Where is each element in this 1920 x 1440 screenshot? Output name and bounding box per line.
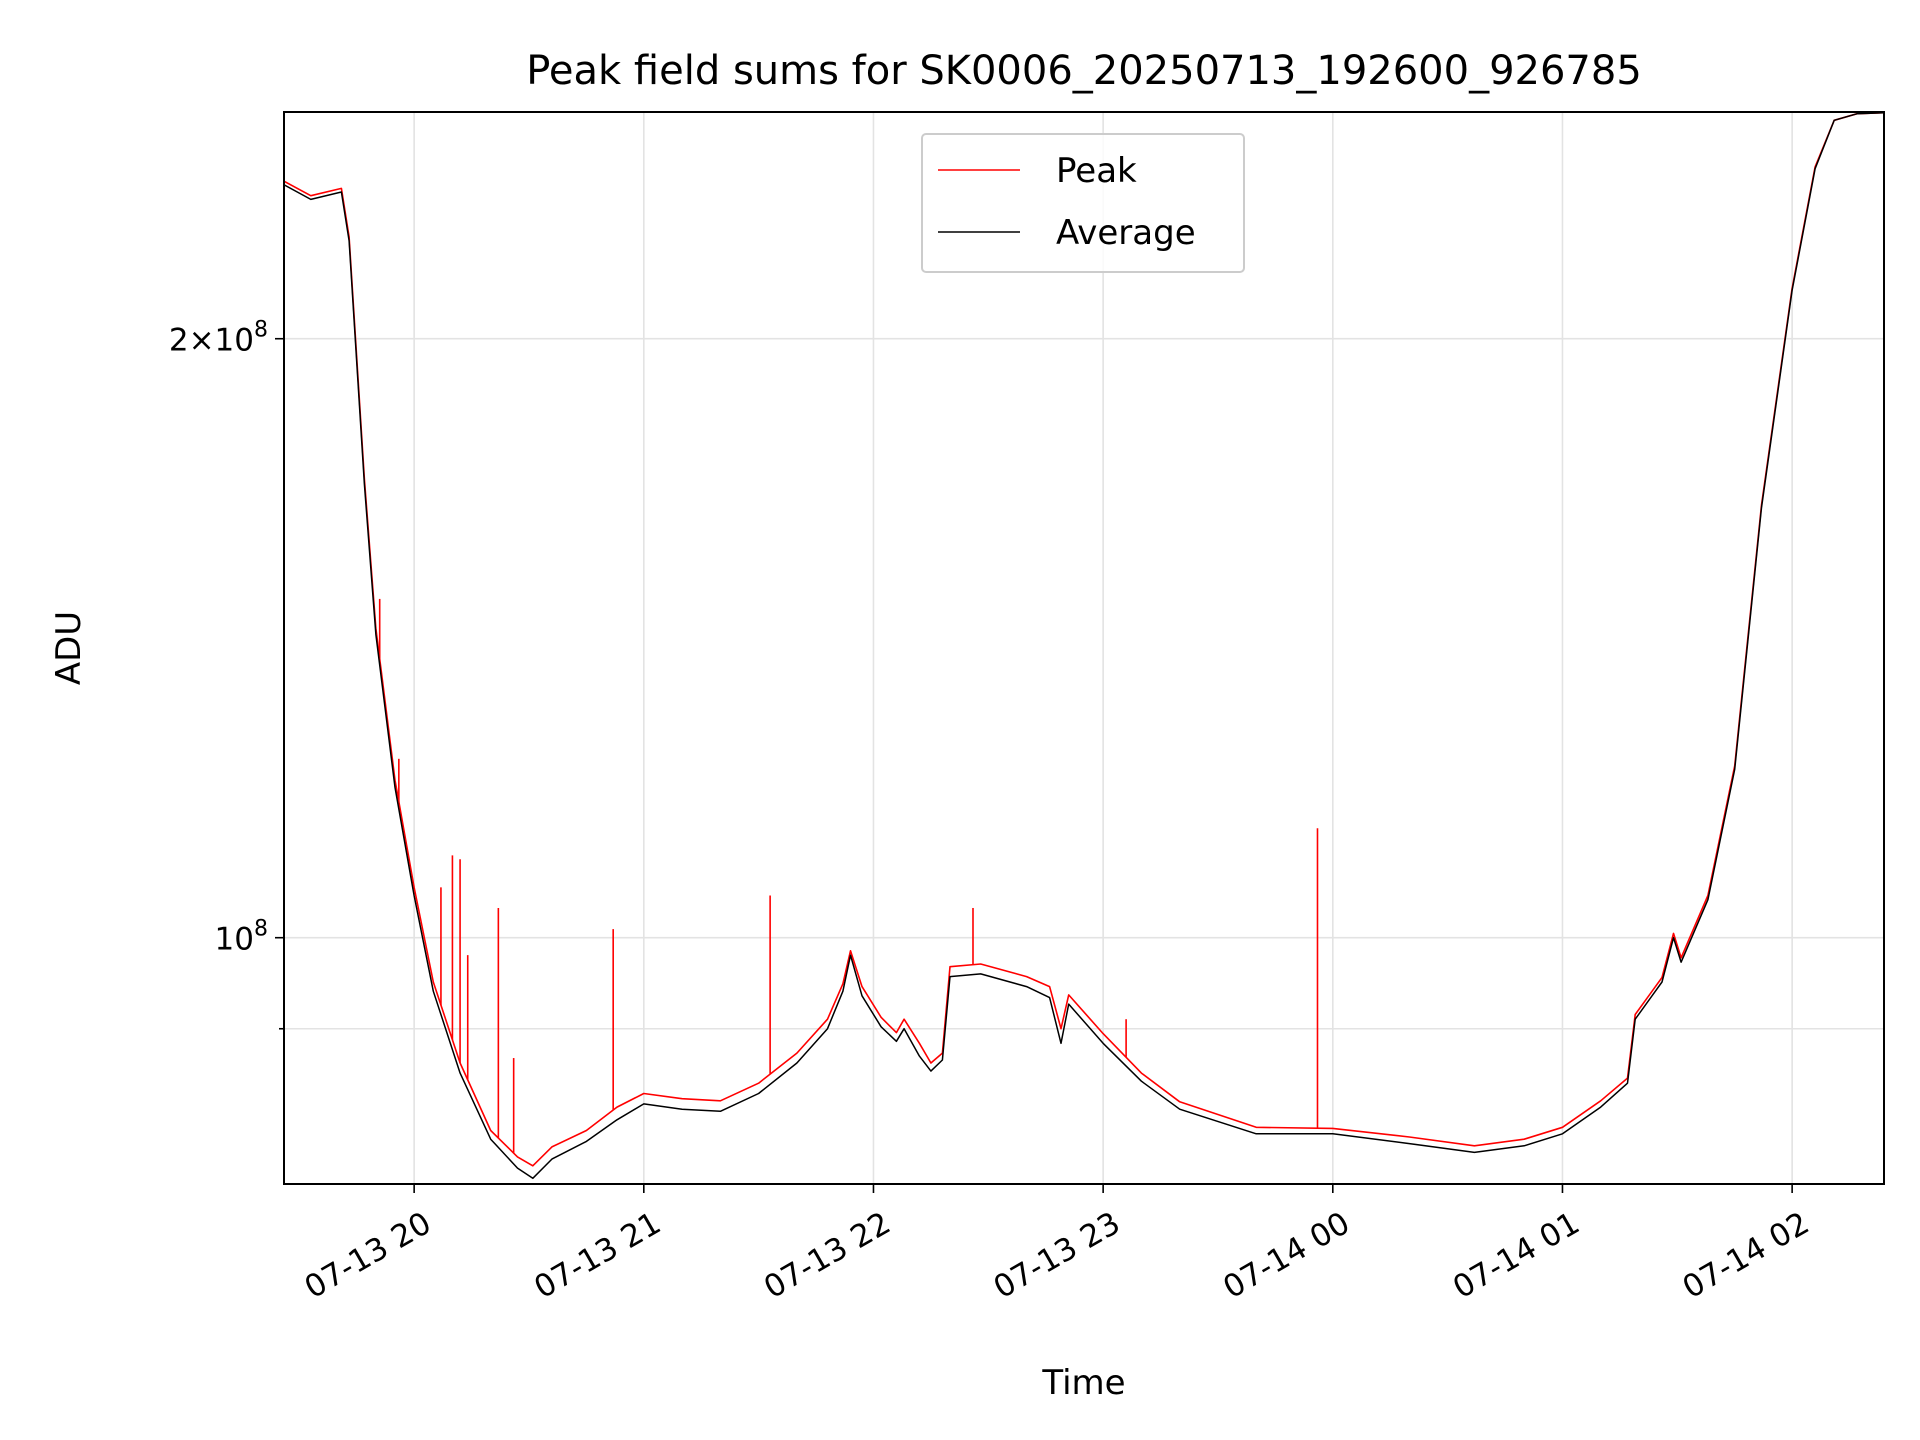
y-tick-coefficient: 2× — [169, 323, 215, 359]
gridlines — [284, 112, 1884, 1184]
chart-title: Peak field sums for SK0006_20250713_1926… — [526, 48, 1642, 94]
series-average — [284, 112, 1884, 1180]
y-tick-base: 10 — [215, 922, 254, 958]
axes-frame — [283, 111, 1885, 1185]
y-tick-exponent: 8 — [254, 917, 268, 942]
y-axis-label: ADU — [49, 611, 89, 685]
series-line-peak — [284, 112, 1884, 1167]
y-tick-base: 10 — [215, 323, 254, 359]
series-line-average — [284, 112, 1884, 1180]
legend: Peak Average — [921, 133, 1245, 273]
series-peak — [284, 112, 1884, 1167]
legend-label-average: Average — [1056, 213, 1196, 253]
x-axis-label: Time — [1041, 1363, 1125, 1403]
plot-area — [284, 112, 1884, 1180]
y-tick-label: 108 — [215, 917, 268, 958]
y-tick-label: 2×108 — [169, 318, 268, 359]
y-tick-exponent: 8 — [254, 318, 268, 343]
legend-label-peak: Peak — [1056, 151, 1137, 191]
legend-box — [921, 133, 1245, 273]
